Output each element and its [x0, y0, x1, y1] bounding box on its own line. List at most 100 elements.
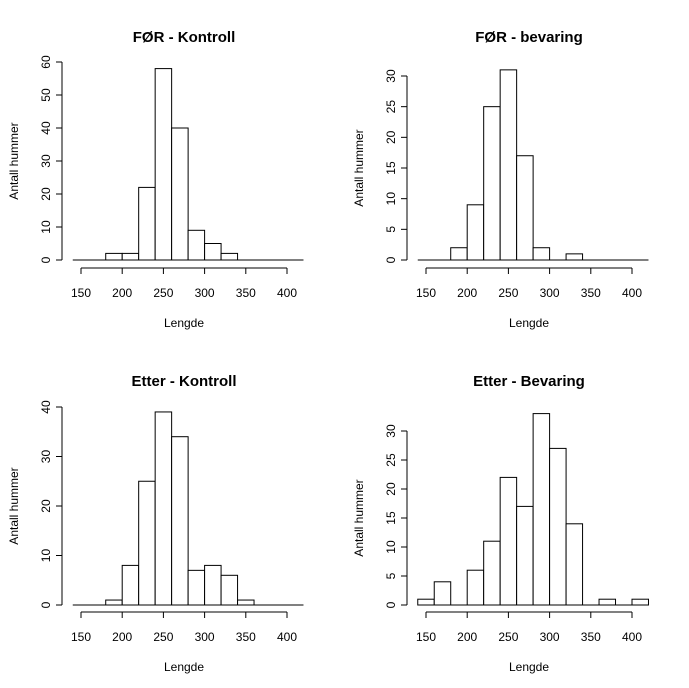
y-tick-label: 20 — [39, 187, 53, 201]
chart-title: FØR - bevaring — [475, 29, 583, 46]
x-tick-label: 200 — [457, 286, 477, 300]
x-tick-label: 350 — [581, 630, 601, 644]
y-tick-label: 30 — [384, 424, 398, 438]
x-tick-label: 150 — [71, 286, 91, 300]
histogram-bar — [154, 68, 173, 261]
histogram-bar — [598, 598, 617, 606]
histogram-bar — [154, 411, 173, 606]
histogram-bar — [171, 127, 189, 261]
x-tick-label: 400 — [622, 630, 642, 644]
histogram-bar — [532, 247, 551, 261]
histogram-bar — [105, 599, 123, 606]
x-tick-label: 300 — [195, 286, 215, 300]
y-axis-label: Antall hummer — [7, 122, 21, 199]
y-tick-label: 10 — [384, 192, 398, 206]
x-axis-label: Lengde — [509, 316, 549, 330]
x-axis-label: Lengde — [164, 316, 204, 330]
histogram-bar — [565, 523, 584, 606]
y-axis-label: Antall hummer — [7, 467, 21, 544]
y-tick-label: 0 — [384, 601, 398, 608]
x-axis-label: Lengde — [164, 660, 204, 674]
y-tick-label: 20 — [384, 482, 398, 496]
histogram-bar — [433, 581, 452, 606]
x-tick-label: 300 — [540, 630, 560, 644]
x-tick-label: 200 — [112, 286, 132, 300]
histogram-bar — [204, 564, 222, 606]
y-tick-label: 30 — [39, 450, 53, 464]
histogram-bar — [483, 106, 501, 261]
chart-title: Etter - Kontroll — [132, 373, 237, 390]
y-tick-label: 20 — [39, 499, 53, 513]
x-tick-label: 300 — [195, 630, 215, 644]
y-tick-label: 30 — [39, 154, 53, 168]
histogram-bar — [499, 476, 518, 606]
x-tick-label: 250 — [498, 286, 518, 300]
y-axis-label: Antall hummer — [352, 479, 366, 556]
histogram-bar — [417, 598, 435, 606]
y-tick-label: 15 — [384, 161, 398, 175]
chart-title: FØR - Kontroll — [133, 29, 235, 46]
histogram-bar — [220, 252, 239, 261]
x-tick-label: 400 — [277, 630, 297, 644]
histogram-panel-etter-kontroll: Etter - Kontroll 150 200 250 300 350 400 0 10 20 3… — [7, 373, 304, 674]
histogram-bar — [138, 480, 156, 606]
histogram-bar — [549, 447, 567, 606]
histogram-bar — [516, 155, 534, 261]
y-tick-label: 10 — [39, 549, 53, 563]
histogram-panel-etter-bevaring: Etter - Bevaring 150 200 250 300 350 400 0 5 10 15… — [352, 373, 649, 674]
x-tick-label: 150 — [416, 630, 436, 644]
x-tick-label: 250 — [498, 630, 518, 644]
x-tick-label: 350 — [581, 286, 601, 300]
y-tick-label: 15 — [384, 511, 398, 525]
x-tick-label: 200 — [457, 630, 477, 644]
histogram-bar — [466, 204, 485, 261]
y-tick-label: 25 — [384, 100, 398, 114]
y-tick-label: 10 — [384, 540, 398, 554]
y-tick-label: 30 — [384, 69, 398, 83]
y-tick-label: 40 — [39, 121, 53, 135]
histogram-bar — [516, 505, 534, 606]
chart-title: Etter - Bevaring — [473, 373, 585, 390]
histogram-bar — [121, 252, 140, 261]
histogram-bar — [105, 252, 123, 261]
y-tick-label: 10 — [39, 220, 53, 234]
histogram-bar — [466, 569, 485, 606]
histogram-bar — [450, 247, 468, 261]
histogram-bar — [237, 599, 255, 606]
x-tick-label: 150 — [416, 286, 436, 300]
histogram-bar — [220, 574, 239, 606]
histogram-bar — [187, 569, 206, 606]
x-tick-label: 250 — [153, 630, 173, 644]
histogram-bar — [631, 598, 649, 606]
x-tick-label: 400 — [277, 286, 297, 300]
y-axis-label: Antall hummer — [352, 129, 366, 206]
y-tick-label: 0 — [39, 601, 53, 608]
histogram-panel-for-kontroll: FØR - Kontroll 150 200 250 300 350 400 0 10 20 30 4… — [7, 29, 304, 330]
histogram-panel-for-bevaring: FØR - bevaring 150 200 250 300 350 400 0 5 10 15 20… — [352, 29, 649, 330]
histogram-bar — [121, 564, 140, 606]
x-tick-label: 350 — [236, 630, 256, 644]
y-tick-label: 25 — [384, 453, 398, 467]
y-tick-label: 5 — [384, 226, 398, 233]
y-tick-label: 60 — [39, 55, 53, 69]
histogram-bar — [204, 243, 222, 261]
y-tick-label: 50 — [39, 88, 53, 102]
y-tick-label: 0 — [384, 256, 398, 263]
x-tick-label: 300 — [540, 286, 560, 300]
histogram-bar — [499, 69, 518, 261]
x-tick-label: 400 — [622, 286, 642, 300]
x-axis-label: Lengde — [509, 660, 549, 674]
y-tick-label: 40 — [39, 400, 53, 414]
y-tick-label: 5 — [384, 572, 398, 579]
histogram-bar — [565, 253, 584, 261]
y-tick-label: 0 — [39, 256, 53, 263]
histogram-bar — [138, 186, 156, 261]
x-tick-label: 250 — [153, 286, 173, 300]
histogram-bar — [171, 436, 189, 606]
x-tick-label: 200 — [112, 630, 132, 644]
histogram-bar — [532, 413, 551, 606]
histogram-bar — [187, 229, 206, 261]
x-tick-label: 150 — [71, 630, 91, 644]
x-tick-label: 350 — [236, 286, 256, 300]
